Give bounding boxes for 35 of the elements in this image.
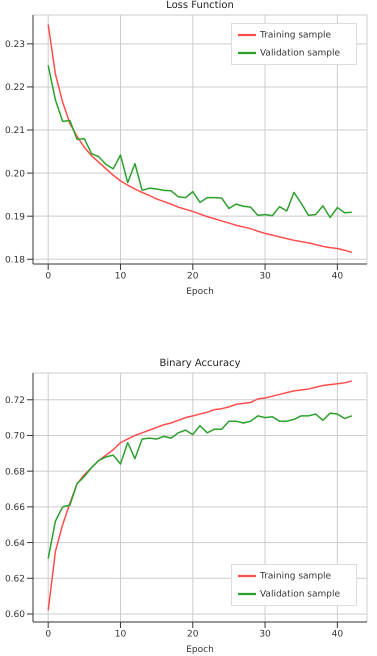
y-tick-label: 0.21 bbox=[4, 126, 25, 136]
x-tick-label: 40 bbox=[332, 629, 344, 640]
y-tick-label: 0.62 bbox=[4, 574, 25, 584]
y-tick-label: 0.19 bbox=[4, 212, 26, 222]
y-tick-label: 0.22 bbox=[4, 83, 25, 94]
x-axis-title: Epoch bbox=[186, 645, 214, 655]
y-tick-label: 0.60 bbox=[4, 610, 26, 620]
y-tick-label: 0.20 bbox=[4, 169, 26, 180]
x-tick-label: 20 bbox=[187, 629, 199, 640]
line-series bbox=[47, 380, 353, 612]
x-tick-label: 20 bbox=[187, 271, 199, 282]
chart-title: Loss Function bbox=[165, 0, 235, 12]
x-axis-title: Epoch bbox=[186, 287, 214, 297]
x-tick-label: 40 bbox=[332, 271, 344, 282]
y-tick-label: 0.72 bbox=[4, 396, 25, 406]
x-tick-label: 0 bbox=[45, 271, 52, 282]
x-tick-label: 0 bbox=[45, 629, 52, 640]
line-series bbox=[47, 412, 353, 560]
chart-title: Binary Accuracy bbox=[158, 358, 242, 370]
x-tick-label: 10 bbox=[114, 271, 126, 282]
legend-label: Validation sample bbox=[260, 589, 340, 600]
y-tick-label: 0.66 bbox=[4, 503, 26, 514]
x-tick-label: 10 bbox=[114, 629, 126, 640]
y-tick-label: 0.64 bbox=[4, 538, 26, 549]
y-tick-label: 0.23 bbox=[4, 40, 25, 50]
legend-label: Training sample bbox=[260, 571, 332, 582]
x-tick-label: 30 bbox=[259, 271, 272, 282]
y-tick-label: 0.18 bbox=[4, 255, 26, 266]
y-tick-label: 0.68 bbox=[4, 467, 26, 478]
line-series bbox=[47, 64, 353, 218]
x-tick-label: 30 bbox=[259, 629, 272, 640]
y-tick-label: 0.70 bbox=[4, 432, 26, 442]
legend-label: Training sample bbox=[260, 30, 332, 40]
line-series bbox=[47, 24, 353, 254]
legend-label: Validation sample bbox=[260, 48, 340, 58]
